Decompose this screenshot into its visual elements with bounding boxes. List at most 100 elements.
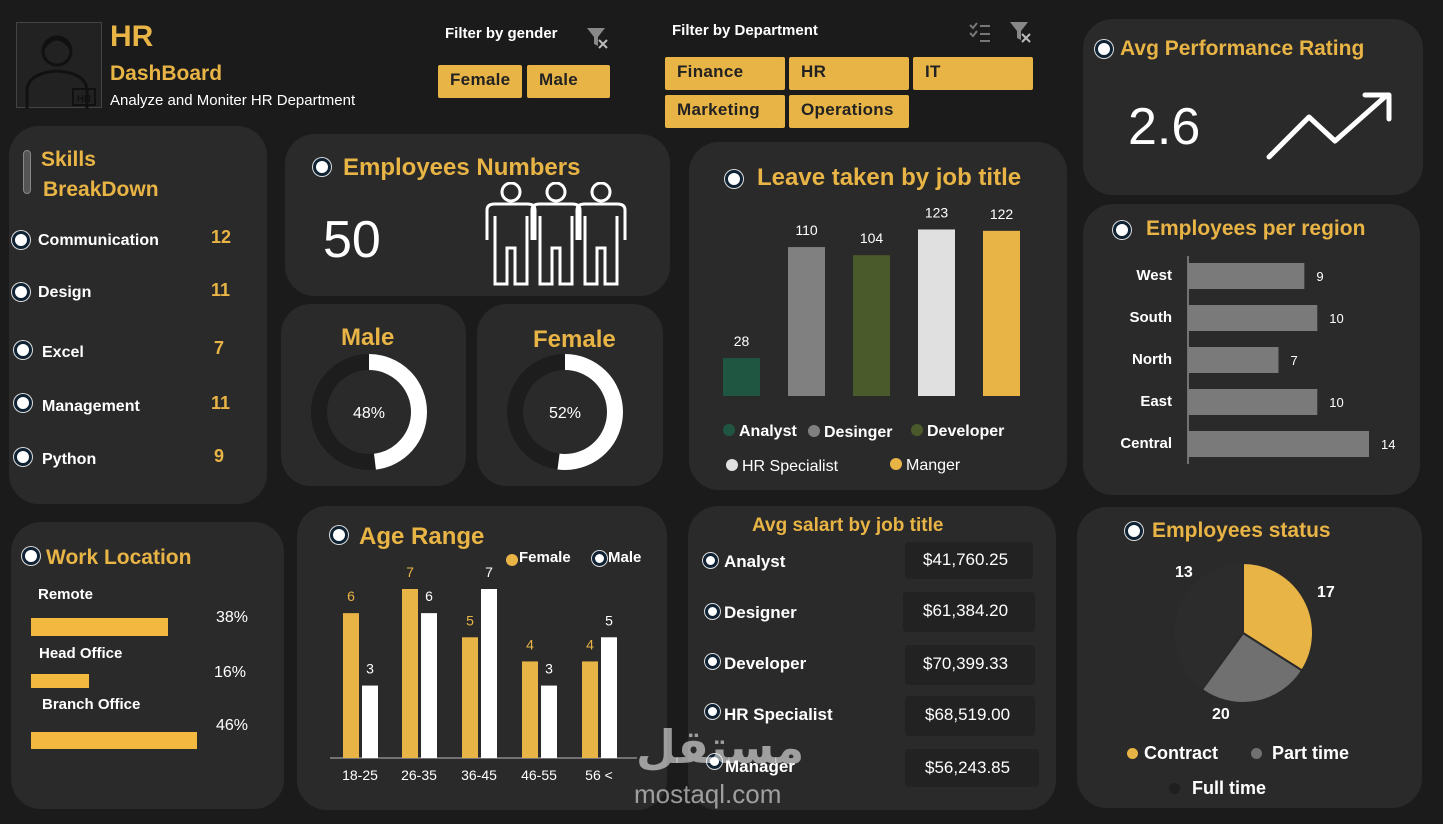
legend-male-label: Male bbox=[608, 549, 642, 566]
age-category-label: 56 < bbox=[585, 767, 613, 783]
female-donut-chart: 52% bbox=[507, 354, 623, 470]
app-title: HR bbox=[110, 20, 154, 53]
salary-value: $70,399.33 bbox=[905, 645, 1035, 685]
employees-numbers-value: 50 bbox=[323, 211, 381, 269]
leave-bar bbox=[788, 247, 825, 396]
region-bar bbox=[1188, 389, 1318, 415]
clear-filter-icon[interactable] bbox=[585, 26, 609, 50]
region-bar bbox=[1188, 347, 1279, 373]
female-percent-label: 52% bbox=[549, 405, 581, 422]
bullet-icon bbox=[705, 704, 720, 719]
leave-value-label: 123 bbox=[925, 204, 949, 220]
skills-accent-bar bbox=[23, 150, 31, 194]
skill-count: 11 bbox=[211, 393, 231, 413]
bullet-icon bbox=[14, 341, 32, 359]
bullet-icon bbox=[12, 283, 30, 301]
work-location-bar bbox=[31, 674, 89, 688]
avg-performance-title: Avg Performance Rating bbox=[1120, 37, 1365, 60]
leave-legend-label: Manger bbox=[906, 457, 961, 474]
female-donut-arc bbox=[507, 354, 623, 470]
bullet-icon bbox=[12, 231, 30, 249]
bullet-icon bbox=[1113, 221, 1131, 239]
age-value-label: 5 bbox=[605, 612, 613, 628]
work-location-panel: Work Location Remote 38% Head Office 16%… bbox=[11, 522, 284, 809]
skill-name: Python bbox=[42, 451, 97, 468]
employees-numbers-panel: Employees Numbers 50 bbox=[285, 134, 670, 296]
age-bar-female bbox=[343, 613, 359, 758]
work-location-title: Work Location bbox=[46, 546, 192, 569]
work-location-percent: 16% bbox=[214, 664, 247, 681]
status-value-label: 17 bbox=[1317, 584, 1335, 601]
avg-salary-title: Avg salart by job title bbox=[752, 515, 944, 536]
department-filter-marketing[interactable]: Marketing bbox=[665, 95, 785, 128]
status-value-label: 20 bbox=[1212, 706, 1230, 723]
gender-filter-female[interactable]: Female bbox=[438, 65, 522, 98]
age-value-label: 4 bbox=[526, 636, 534, 652]
work-location-percent: 46% bbox=[216, 717, 249, 734]
male-donut-chart: 48% bbox=[311, 354, 427, 470]
status-title: Employees status bbox=[1152, 519, 1331, 542]
bullet-icon bbox=[725, 170, 743, 188]
legend-contract-swatch bbox=[1127, 748, 1138, 759]
region-value-label: 10 bbox=[1329, 311, 1343, 326]
work-location-bar bbox=[31, 618, 169, 636]
age-bar-male bbox=[421, 613, 437, 758]
bullet-icon bbox=[14, 448, 32, 466]
gender-filter-male[interactable]: Male bbox=[527, 65, 610, 98]
salary-value: $41,760.25 bbox=[905, 542, 1033, 579]
work-location-name: Remote bbox=[38, 586, 94, 603]
region-bar bbox=[1188, 263, 1305, 289]
bullet-icon bbox=[705, 654, 720, 669]
employee-avatar-icon: HR bbox=[25, 35, 96, 109]
region-category-label: East bbox=[1140, 393, 1172, 410]
male-panel: Male 48% bbox=[281, 304, 466, 486]
bullet-icon bbox=[1095, 40, 1113, 58]
app-tagline: Analyze and Moniter HR Department bbox=[110, 92, 356, 109]
age-bar-female bbox=[402, 589, 418, 758]
bullet-icon bbox=[14, 394, 32, 412]
bullet-icon bbox=[705, 604, 720, 619]
leave-chart: 28 110 104 123 122 Analyst Desinger Developer HR… bbox=[723, 204, 1020, 475]
age-category-label: 26-35 bbox=[401, 767, 437, 783]
work-location-bar bbox=[31, 732, 197, 749]
legend-female-swatch bbox=[506, 554, 518, 566]
salary-job-title: Designer bbox=[724, 603, 797, 622]
salary-value: $68,519.00 bbox=[905, 696, 1035, 736]
department-filter-finance[interactable]: Finance bbox=[665, 57, 785, 90]
region-title: Employees per region bbox=[1146, 217, 1366, 240]
region-value-label: 10 bbox=[1329, 395, 1343, 410]
multi-select-icon[interactable] bbox=[968, 20, 992, 44]
department-filter-operations[interactable]: Operations bbox=[789, 95, 909, 128]
skill-count: 9 bbox=[214, 446, 225, 466]
age-value-label: 6 bbox=[425, 588, 433, 604]
legend-male-swatch bbox=[592, 551, 607, 566]
region-category-label: South bbox=[1130, 309, 1173, 326]
work-location-percent: 38% bbox=[216, 609, 249, 626]
female-title: Female bbox=[533, 326, 616, 353]
salary-job-title: HR Specialist bbox=[724, 705, 833, 724]
header-logo: HR bbox=[16, 22, 102, 109]
clear-filter-icon[interactable] bbox=[1008, 20, 1032, 44]
skill-name: Management bbox=[42, 398, 140, 415]
age-value-label: 3 bbox=[366, 661, 374, 677]
age-title: Age Range bbox=[359, 523, 485, 550]
age-value-label: 5 bbox=[466, 612, 474, 628]
leave-legend-label: HR Specialist bbox=[742, 458, 839, 475]
male-donut-arc bbox=[311, 354, 427, 470]
status-pie-chart: 17 13 20 bbox=[1172, 561, 1335, 723]
salary-job-title: Analyst bbox=[724, 552, 786, 571]
bullet-icon bbox=[1125, 522, 1143, 540]
region-bar bbox=[1188, 305, 1318, 331]
age-bar-male bbox=[481, 589, 497, 758]
skill-count: 12 bbox=[211, 227, 232, 247]
skills-title-line1: Skills bbox=[41, 148, 96, 171]
department-filter-it[interactable]: IT bbox=[913, 57, 1033, 90]
skill-name: Excel bbox=[42, 344, 84, 361]
department-filter-hr[interactable]: HR bbox=[789, 57, 909, 90]
age-bar-male bbox=[362, 685, 378, 758]
work-location-name: Head Office bbox=[39, 645, 123, 662]
status-pie-slice bbox=[1172, 561, 1244, 692]
legend-part-time-label: Part time bbox=[1272, 743, 1350, 763]
bullet-icon bbox=[22, 547, 40, 565]
salary-value: $56,243.85 bbox=[905, 749, 1039, 787]
